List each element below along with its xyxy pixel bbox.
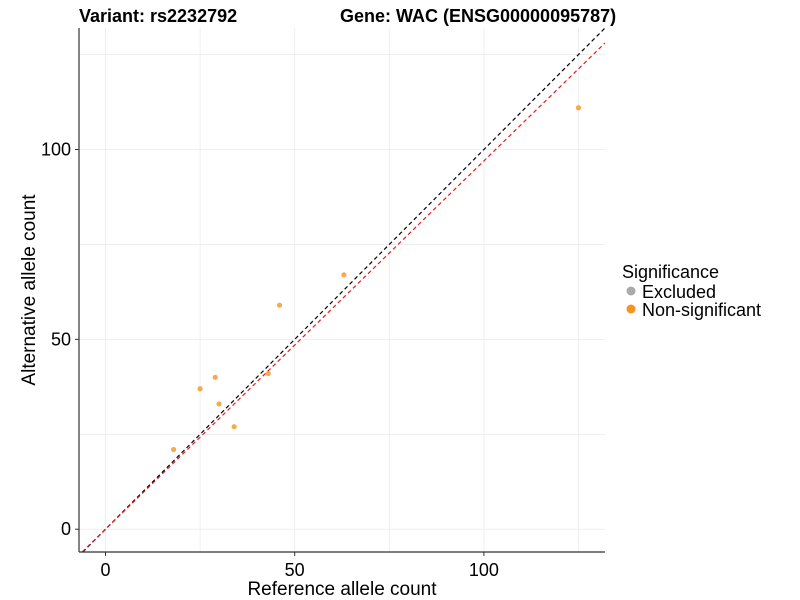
- data-point: [231, 424, 237, 430]
- reference-line-fit: [81, 42, 606, 553]
- y-axis-ticks: 0 50 100: [41, 140, 79, 539]
- data-point: [216, 401, 222, 407]
- data-point: [265, 370, 271, 377]
- chart-title-gene: Gene: WAC (ENSG00000095787): [340, 6, 616, 26]
- y-axis-title: Alternative allele count: [19, 194, 40, 386]
- y-tick-label: 0: [61, 519, 71, 539]
- data-point: [197, 386, 203, 392]
- legend: Significance Excluded Non-significant: [622, 262, 761, 320]
- data-point: [341, 272, 347, 278]
- y-tick-label: 100: [41, 140, 71, 160]
- y-tick-label: 50: [51, 329, 71, 349]
- legend-marker-excluded: [626, 286, 636, 296]
- data-point: [212, 374, 218, 380]
- data-point: [575, 105, 582, 111]
- legend-marker-non-significant: [626, 304, 636, 314]
- legend-label-non-significant: Non-significant: [642, 300, 761, 320]
- data-points: [171, 105, 582, 453]
- grid-lines: [79, 28, 605, 552]
- x-tick-label: 50: [285, 560, 305, 580]
- data-point: [276, 302, 283, 308]
- reference-line-identity: [82, 27, 606, 553]
- reference-lines: [81, 27, 606, 553]
- x-axis-title: Reference allele count: [247, 579, 437, 600]
- chart-title-variant: Variant: rs2232792: [79, 6, 237, 26]
- x-tick-label: 0: [100, 560, 110, 580]
- x-tick-label: 100: [469, 560, 499, 580]
- data-point: [171, 446, 177, 453]
- legend-title: Significance: [622, 262, 719, 282]
- legend-label-excluded: Excluded: [642, 282, 716, 302]
- x-axis-ticks: 0 50 100: [100, 552, 499, 580]
